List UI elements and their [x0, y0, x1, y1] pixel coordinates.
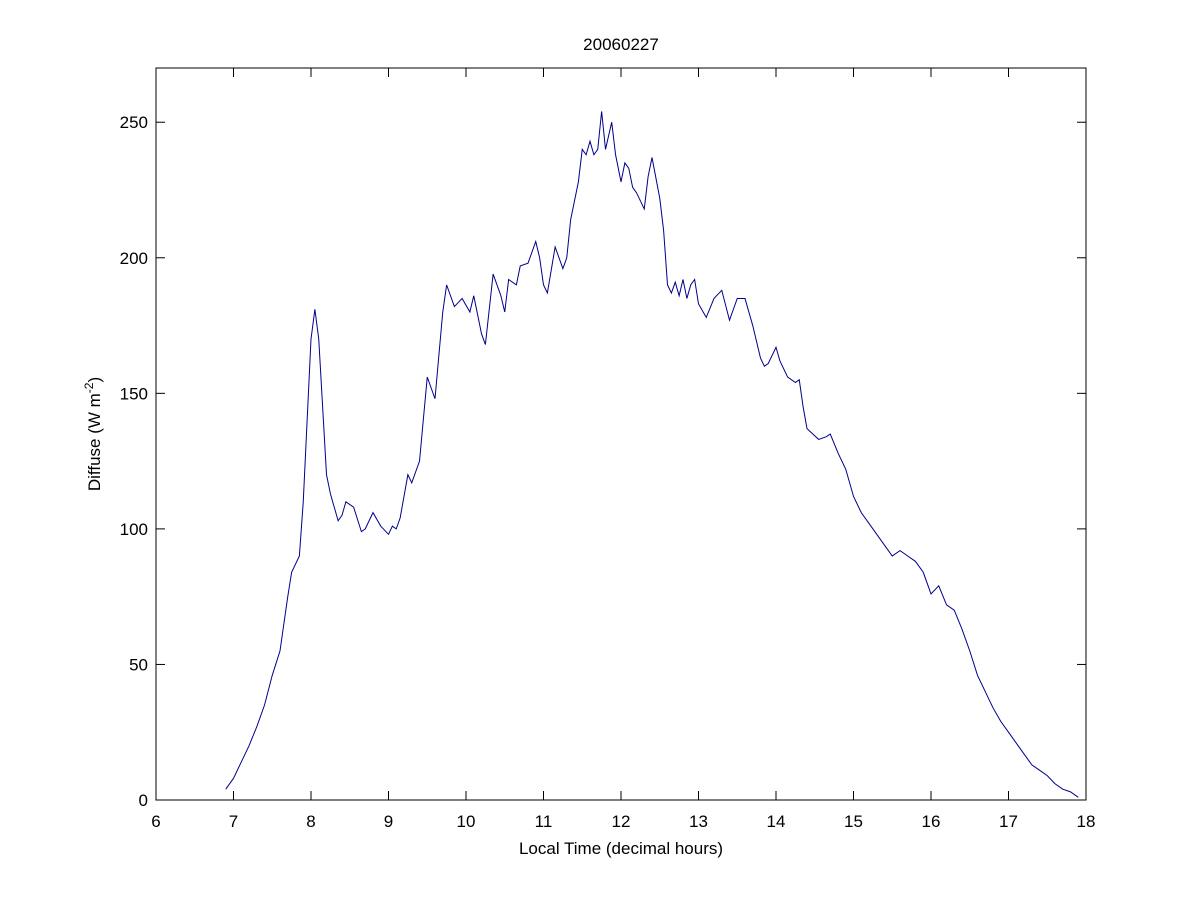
plot-frame: [155, 67, 1087, 801]
y-tick-label: 150: [120, 384, 148, 403]
y-tick-label: 0: [139, 791, 148, 810]
y-tick-label: 100: [120, 520, 148, 539]
y-tick-label: 50: [129, 655, 148, 674]
x-tick-label: 9: [384, 812, 393, 831]
data-line: [225, 111, 1079, 798]
y-tick-label: 250: [120, 113, 148, 132]
x-tick-label: 18: [1077, 812, 1096, 831]
x-tick-label: 8: [306, 812, 315, 831]
x-tick-label: 16: [922, 812, 941, 831]
x-tick-label: 10: [457, 812, 476, 831]
x-tick-label: 13: [689, 812, 708, 831]
x-tick-label: 12: [612, 812, 631, 831]
x-tick-label: 7: [229, 812, 238, 831]
x-tick-label: 11: [535, 812, 553, 831]
chart-title: 20060227: [583, 35, 659, 54]
y-label-text: Diffuse (W m: [85, 393, 104, 491]
x-tick-label: 6: [151, 812, 160, 831]
x-tick-label: 14: [767, 812, 786, 831]
x-tick-label: 17: [999, 812, 1018, 831]
y-label-sup: -2: [82, 382, 96, 393]
y-axis-label: Diffuse (W m-2): [82, 377, 104, 491]
y-label-suffix: ): [85, 377, 104, 383]
x-tick-label: 15: [844, 812, 863, 831]
x-axis-label: Local Time (decimal hours): [519, 839, 723, 858]
y-tick-label: 200: [120, 249, 148, 268]
